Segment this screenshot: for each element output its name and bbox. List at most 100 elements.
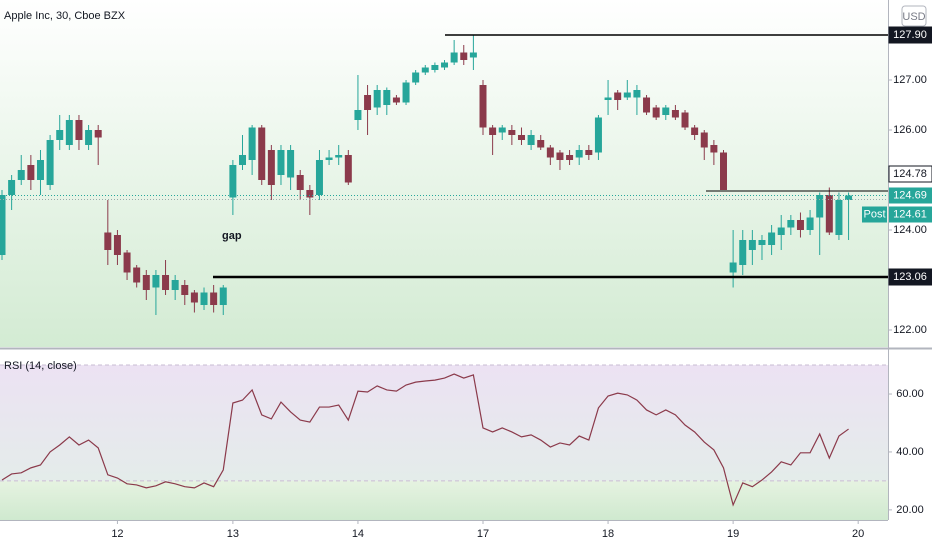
candle-body [739,240,747,265]
candle-body [315,160,323,195]
candle-body [643,97,651,113]
currency-box[interactable] [901,5,927,27]
candle-body [489,127,497,135]
candle-body [296,175,304,190]
candle-body [190,292,198,303]
y-tick-label: 60.00 [896,388,924,400]
x-tick-label: 18 [602,528,614,540]
candle-body [517,135,525,140]
candle-body [508,130,516,135]
candle-body [123,252,131,273]
level-label-box [888,165,932,183]
candle-body [344,155,352,183]
candle-body [421,67,429,73]
level-label-box [888,268,932,286]
candle-body [142,275,150,290]
candle-body [392,97,400,103]
candle-body [171,280,179,290]
x-tick-label: 20 [852,528,864,540]
candle-body [546,147,554,158]
candle-body [104,232,112,250]
candle-body [835,200,843,235]
level-label: 127.90 [893,29,927,41]
candle-body [229,165,237,198]
y-tick-label: 126.00 [893,124,927,136]
candle-body [729,262,737,273]
candle-body [267,150,275,185]
candle-body [239,155,246,165]
candle-body [65,120,73,145]
candle-body [671,110,679,118]
candle-body [777,227,785,235]
candle-body [710,145,718,153]
candle-body [594,117,602,153]
candle-body [8,180,16,195]
candle-body [287,150,295,178]
x-tick-label: 19 [727,528,739,540]
last-price-label: 124.69 [893,189,927,201]
price-pane [0,0,888,347]
candle-body [845,195,853,200]
y-tick-label: 122.00 [893,324,927,336]
candle-body [75,120,83,140]
candle-body [325,157,333,160]
candle-body [720,152,727,190]
post-price-box [889,206,932,223]
candle-body [113,235,121,255]
candle-body [162,275,170,290]
x-tick-label: 12 [111,528,123,540]
candle-body [431,65,439,70]
candle-body [469,52,477,58]
rsi-title: RSI (14, close) [4,360,77,372]
candle-body [27,165,35,180]
chart-title: Apple Inc, 30, Cboe BZX [4,10,126,22]
candle-body [566,155,574,160]
rsi-oversold-zone [0,480,888,520]
y-tick-label: 40.00 [896,446,924,458]
candle-body [133,267,141,283]
candle-body [441,62,449,68]
candle-body [681,112,689,128]
candle-body [768,232,776,245]
post-name: Post [863,208,885,220]
last-price-box [889,187,932,204]
candle-body [373,90,381,108]
candle-body [787,220,795,228]
candle-body [604,97,612,100]
candle-body [248,127,256,160]
candle-body [748,240,756,250]
candle-body [537,140,545,148]
candle-body [825,195,833,233]
candle-body [200,292,208,305]
candle-body [758,240,766,245]
candle-body [152,275,160,288]
candle-body [575,150,583,158]
candle-body [585,150,593,155]
level-label: 123.06 [893,271,927,283]
y-tick-label: 124.00 [893,224,927,236]
candle-body [335,155,343,158]
post-price-label: 124.61 [893,208,927,220]
candle-body [210,292,218,305]
level-label-box [888,26,932,44]
candle-body [623,92,631,98]
candle-body [700,132,708,148]
candle-body [556,152,564,160]
candle-body [816,195,824,218]
candle-body [633,90,641,98]
x-tick-label: 13 [227,528,239,540]
y-tick-label: 20.00 [896,504,924,516]
candle-body [412,72,420,83]
candle-body [527,135,535,145]
x-tick-label: 14 [352,528,364,540]
marks: 122.00 124.00 126.00 127.00 127.90 124.78 123.… [0,26,932,540]
candle-body [652,107,660,118]
candle-body [614,92,622,100]
candle-body [796,220,804,230]
candle-body [662,107,670,115]
candle-body [17,170,25,180]
y-tick-label: 127.00 [893,74,927,86]
candle-body [46,140,54,185]
candle-body [94,130,102,138]
